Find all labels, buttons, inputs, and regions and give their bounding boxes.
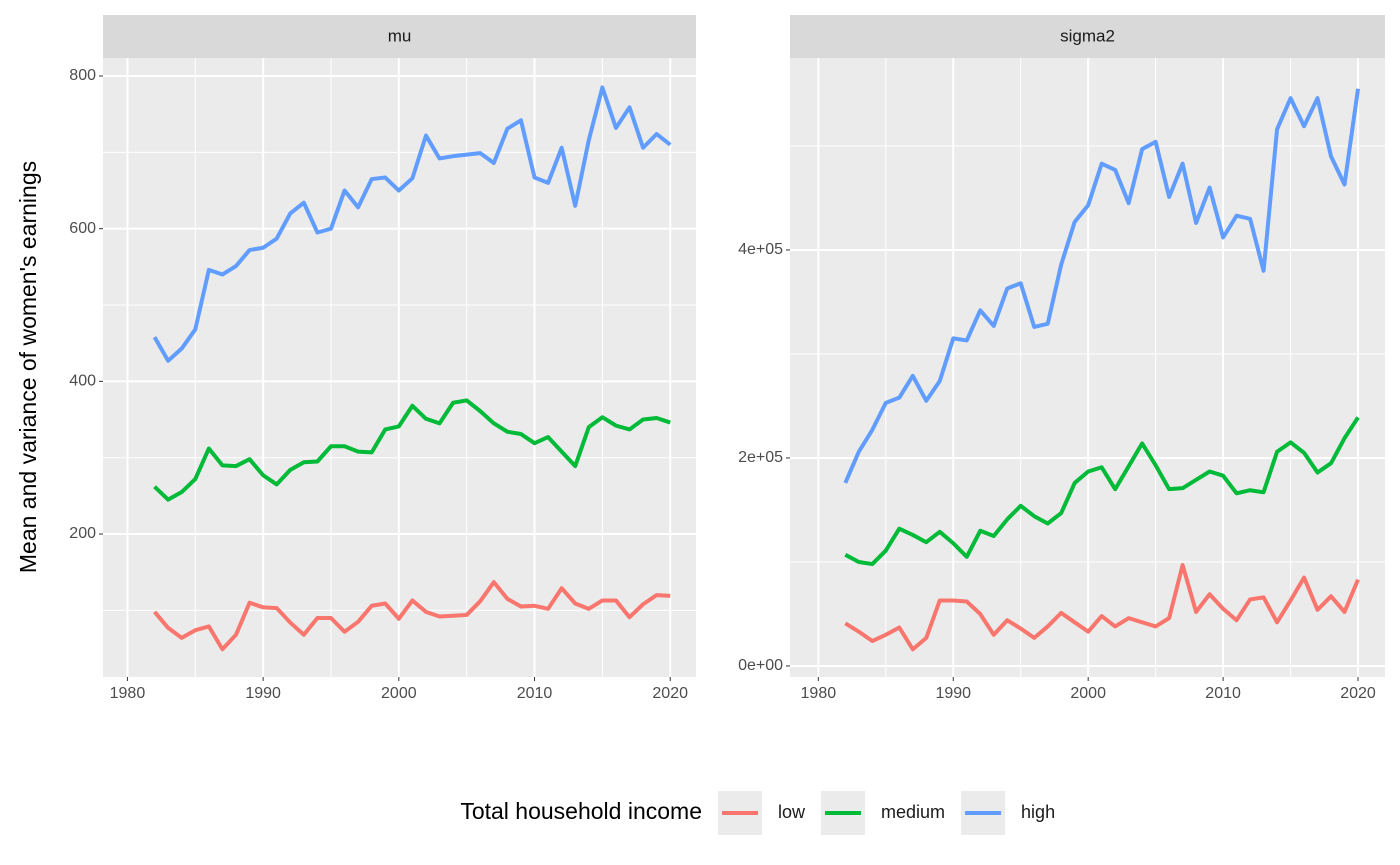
line-series	[844, 563, 1360, 652]
x-tick-label: 2000	[381, 685, 417, 702]
legend-label: high	[1021, 802, 1055, 822]
x-tick-label: 2010	[517, 685, 553, 702]
y-tick-label: 600	[69, 220, 96, 237]
legend-title: Total household income	[460, 798, 702, 824]
x-tick-label: 1990	[935, 685, 971, 702]
x-tick-label: 1980	[110, 685, 146, 702]
y-tick-label: 200	[69, 525, 96, 542]
line-series	[844, 416, 1360, 567]
y-tick-label: 0e+00	[738, 657, 783, 674]
strip	[790, 15, 1385, 58]
x-tick-label: 2020	[1340, 685, 1376, 702]
x-tick-label: 2020	[652, 685, 688, 702]
strip	[103, 15, 696, 58]
line-series	[843, 88, 1361, 484]
y-axis-title: Mean and variance of women's earnings	[15, 161, 41, 573]
x-tick-label: 2000	[1070, 685, 1106, 702]
line-series	[153, 398, 671, 502]
line-series	[153, 580, 671, 652]
line-series	[152, 85, 672, 363]
legend-label: low	[778, 802, 806, 822]
x-tick-label: 1990	[245, 685, 281, 702]
x-tick-label: 1980	[801, 685, 837, 702]
x-tick-label: 2010	[1205, 685, 1241, 702]
y-tick-label: 800	[69, 67, 96, 84]
strip-title: mu	[388, 26, 412, 45]
y-tick-label: 4e+05	[738, 241, 783, 258]
y-tick-label: 400	[69, 373, 96, 390]
strip-title: sigma2	[1060, 26, 1115, 45]
y-tick-label: 2e+05	[738, 449, 783, 466]
legend-label: medium	[881, 802, 945, 822]
